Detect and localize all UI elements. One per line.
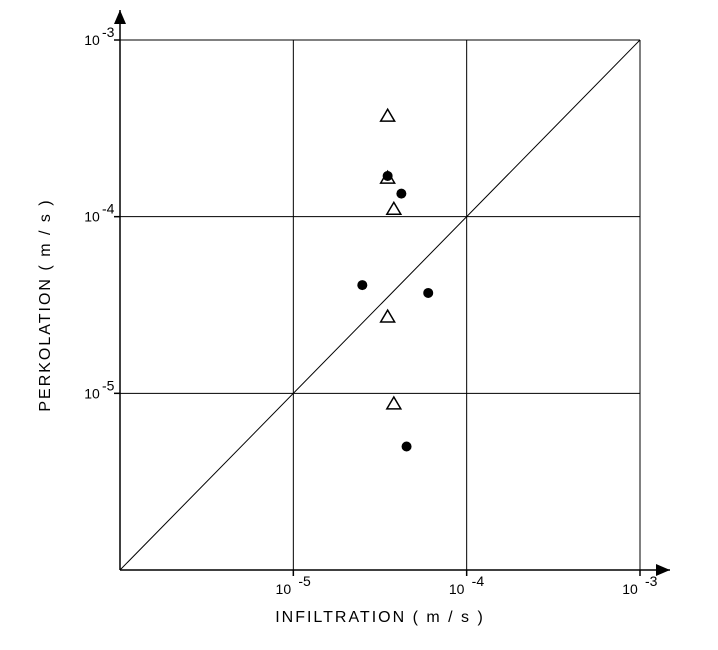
svg-text:-4: -4: [102, 201, 115, 217]
svg-text:10: 10: [84, 209, 100, 225]
svg-text:10: 10: [622, 581, 638, 597]
svg-text:-5: -5: [102, 377, 115, 393]
data-point-triangle: [381, 109, 395, 121]
data-point-circle: [396, 189, 406, 199]
svg-text:10: 10: [276, 581, 292, 597]
chart-svg: 10-510-410-310-510-410-3INFILTRATION ( m…: [0, 0, 718, 650]
svg-text:10: 10: [84, 32, 100, 48]
svg-text:-3: -3: [645, 573, 658, 589]
svg-text:-3: -3: [102, 24, 115, 40]
data-point-circle: [402, 442, 412, 452]
svg-text:10: 10: [84, 385, 100, 401]
data-point-triangle: [381, 310, 395, 322]
data-point-triangle: [387, 397, 401, 409]
data-point-circle: [357, 280, 367, 290]
svg-text:PERKOLATION ( m / s ): PERKOLATION ( m / s ): [37, 198, 54, 411]
svg-text:-4: -4: [472, 573, 485, 589]
data-point-triangle: [387, 202, 401, 214]
svg-text:-5: -5: [298, 573, 311, 589]
data-point-circle: [423, 288, 433, 298]
svg-text:INFILTRATION ( m / s ): INFILTRATION ( m / s ): [275, 609, 485, 626]
scatter-chart: 10-510-410-310-510-410-3INFILTRATION ( m…: [0, 0, 718, 650]
svg-text:10: 10: [449, 581, 465, 597]
